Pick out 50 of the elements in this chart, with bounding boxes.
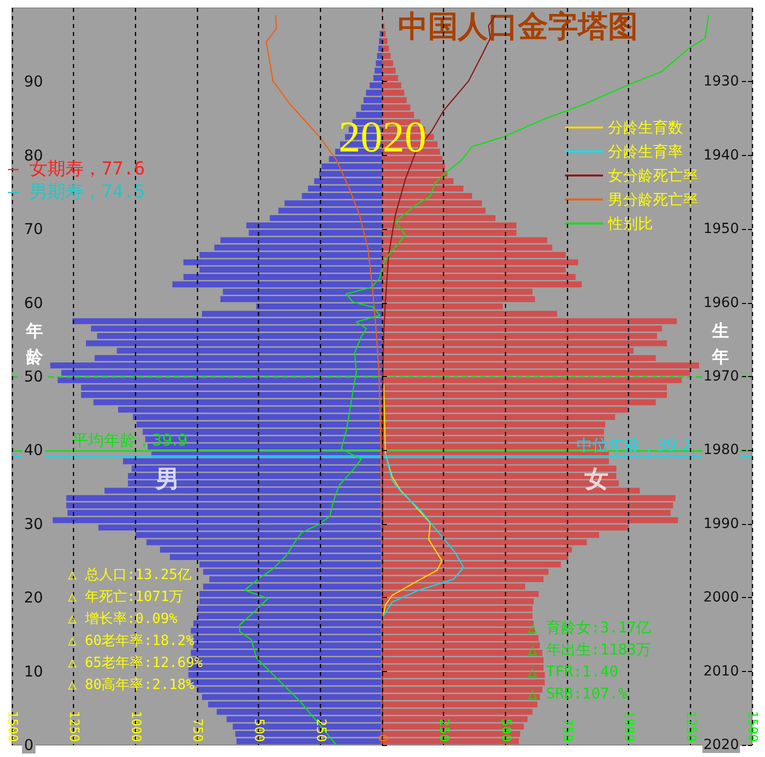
y-tick-label: 60	[24, 294, 44, 312]
y2-tick-label: 1970	[703, 368, 739, 384]
y2-tick-label: 1990	[703, 516, 739, 532]
x-tick-label: 1250	[66, 710, 82, 742]
y-tick-label: 90	[24, 72, 44, 91]
x-tick-label: 1000	[621, 710, 636, 742]
x-tick-label: 1500	[744, 710, 760, 742]
annotation: △ 年死亡:1071万	[68, 589, 184, 605]
y2-tick-label: 1950	[703, 221, 739, 238]
y-tick-label: 10	[24, 662, 44, 680]
y-tick-label: 30	[24, 514, 44, 533]
annotation: △ 增长率:0.09%	[68, 611, 178, 627]
annotation: △ SRB:107.%	[528, 684, 628, 702]
annotation: △ 65老年率:12.69%	[68, 655, 204, 671]
x-tick-label: 1000	[128, 710, 143, 742]
y2-tick-label: 1940	[703, 147, 739, 164]
annotation: △ 60老年率:18.2%	[68, 633, 195, 649]
y2-tick-label: 2020	[703, 737, 739, 753]
x-tick-label: 750	[190, 718, 204, 742]
legend-label: 分龄生育数	[608, 118, 683, 136]
y-tick-label: 20	[24, 588, 44, 607]
legend-label: 性别比	[607, 214, 653, 232]
x-tick-label: 500	[251, 718, 266, 742]
x-tick-label: 1250	[682, 710, 698, 742]
y-axis-title: 年龄	[25, 322, 44, 366]
y-tick-label: 50	[24, 368, 44, 386]
x-tick-label: 500	[498, 718, 513, 742]
y-tick-label: 70	[24, 220, 44, 238]
annotation: △ 年出生:1183万	[528, 640, 652, 658]
legend-label: 分龄生育率	[608, 142, 683, 160]
annotation: △ 育龄女:3.17亿	[528, 618, 652, 636]
x-tick-label: 750	[560, 718, 574, 742]
annotation: △ TFR:1.40	[528, 662, 618, 680]
y2-tick-label: 1960	[703, 294, 739, 311]
ref-line-label: 平均年龄，39.9	[72, 430, 188, 450]
y2-tick-label: 1930	[703, 74, 739, 90]
chart-title: 中国人口金字塔图	[398, 10, 638, 44]
x-tick-label: 0	[374, 734, 390, 742]
y2-tick-label: 1980	[703, 442, 739, 458]
x-tick-label: 1500	[4, 710, 20, 742]
text: 2020	[338, 112, 426, 162]
y2-axis-title: 生年	[711, 322, 729, 366]
x-tick-label: 250	[312, 718, 328, 742]
y-tick-label: 40	[24, 441, 44, 460]
y2-tick-label: 2010	[703, 663, 739, 680]
annotation: △ 总人口:13.25亿	[68, 567, 192, 583]
annotation: △ 80高年率:2.18%	[68, 677, 195, 693]
y-tick-label: 0	[24, 736, 34, 754]
x-tick-label: 250	[436, 718, 452, 742]
y2-tick-label: 2000	[703, 590, 739, 606]
